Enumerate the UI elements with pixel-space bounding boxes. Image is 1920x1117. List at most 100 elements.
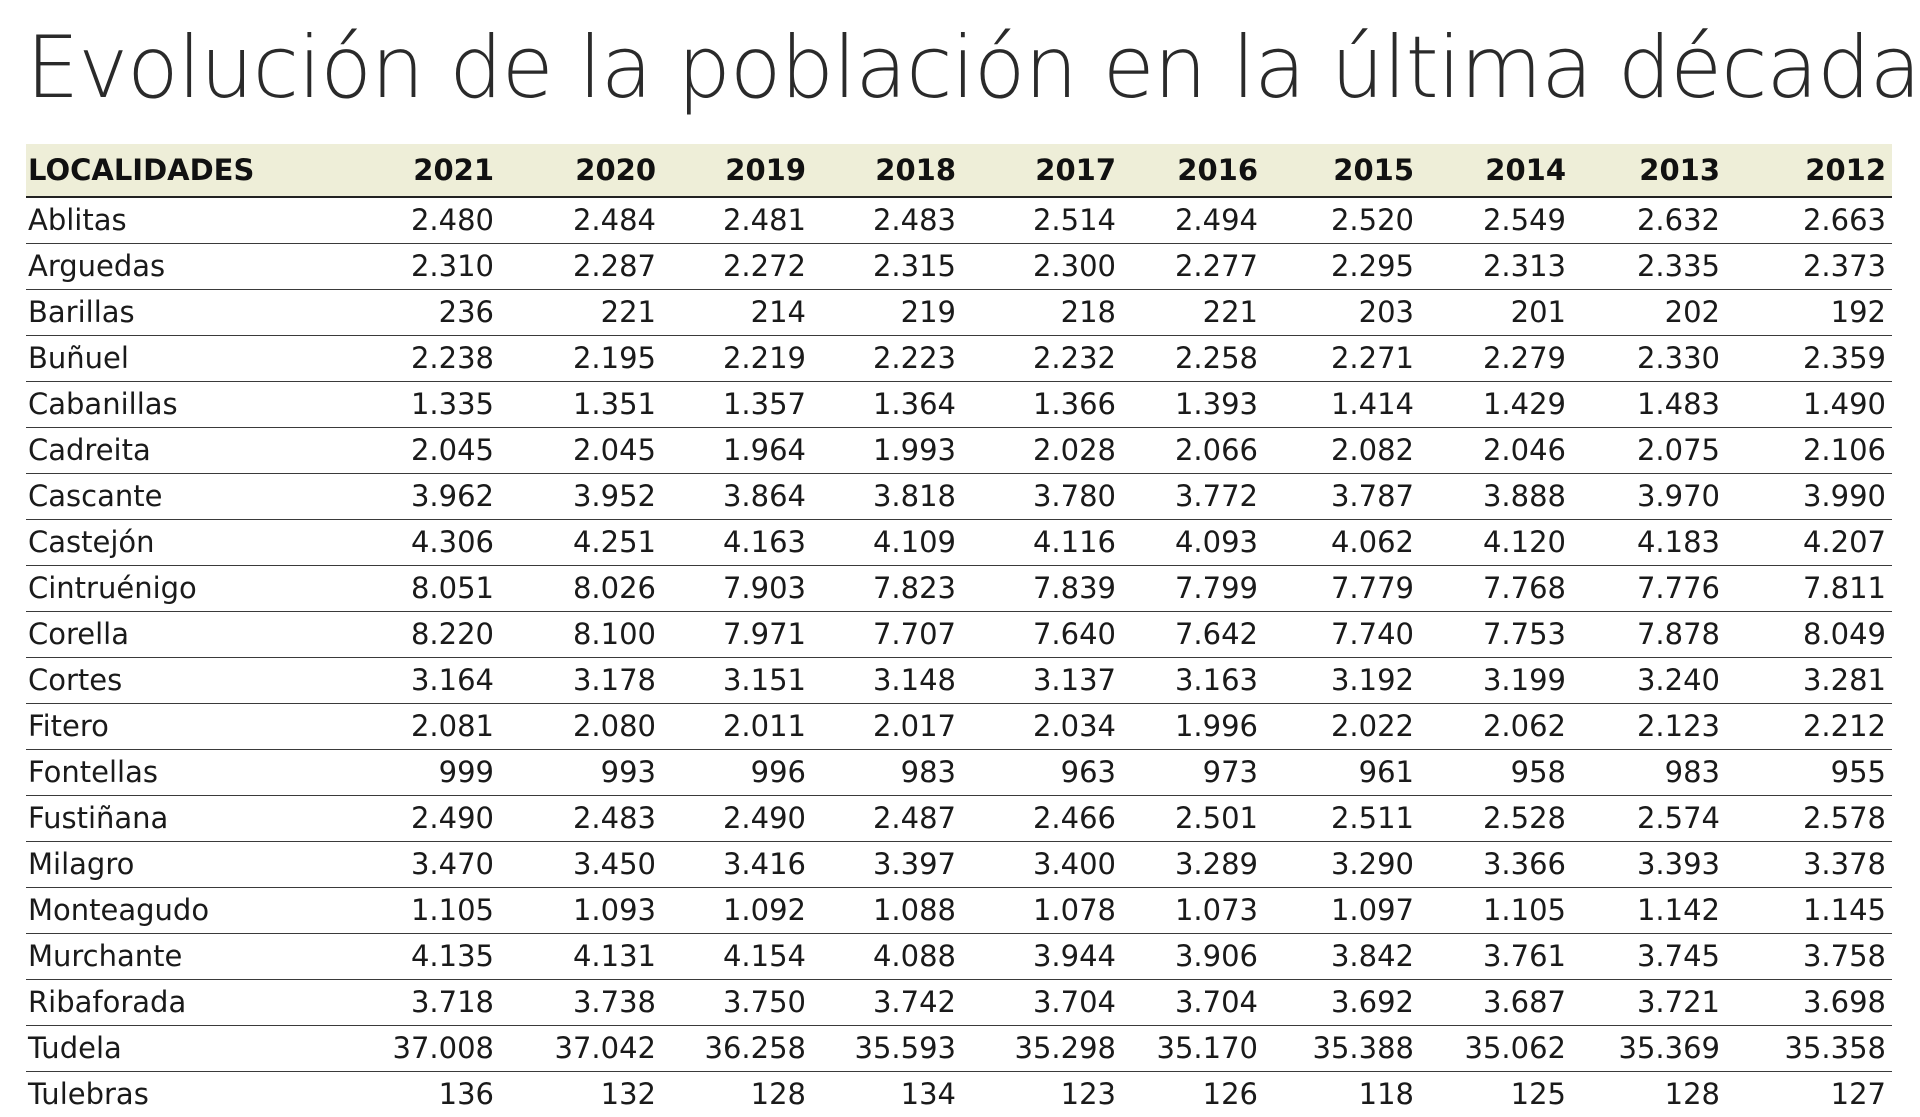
- population-value-cell: 7.776: [1572, 566, 1726, 612]
- population-value-cell: 4.109: [812, 520, 962, 566]
- population-value-cell: 958: [1420, 750, 1572, 796]
- population-value-cell: 3.745: [1572, 934, 1726, 980]
- population-value-cell: 4.207: [1726, 520, 1892, 566]
- column-header-year: 2019: [662, 144, 812, 197]
- population-value-cell: 4.088: [812, 934, 962, 980]
- population-value-cell: 1.088: [812, 888, 962, 934]
- population-value-cell: 2.373: [1726, 244, 1892, 290]
- population-value-cell: 7.779: [1264, 566, 1420, 612]
- population-value-cell: 4.163: [662, 520, 812, 566]
- population-value-cell: 4.251: [500, 520, 662, 566]
- population-value-cell: 2.663: [1726, 197, 1892, 244]
- population-value-cell: 999: [326, 750, 500, 796]
- population-value-cell: 993: [500, 750, 662, 796]
- population-value-cell: 3.289: [1122, 842, 1264, 888]
- population-value-cell: 2.046: [1420, 428, 1572, 474]
- locality-name-cell: Cintruénigo: [26, 566, 326, 612]
- population-value-cell: 2.080: [500, 704, 662, 750]
- population-value-cell: 2.279: [1420, 336, 1572, 382]
- population-value-cell: 1.335: [326, 382, 500, 428]
- population-value-cell: 1.429: [1420, 382, 1572, 428]
- population-value-cell: 3.199: [1420, 658, 1572, 704]
- locality-name-cell: Castejón: [26, 520, 326, 566]
- population-value-cell: 2.480: [326, 197, 500, 244]
- population-value-cell: 3.718: [326, 980, 500, 1026]
- population-value-cell: 8.051: [326, 566, 500, 612]
- population-value-cell: 3.416: [662, 842, 812, 888]
- population-value-cell: 203: [1264, 290, 1420, 336]
- population-value-cell: 4.093: [1122, 520, 1264, 566]
- population-value-cell: 132: [500, 1072, 662, 1117]
- population-value-cell: 3.148: [812, 658, 962, 704]
- population-value-cell: 3.192: [1264, 658, 1420, 704]
- population-value-cell: 1.414: [1264, 382, 1420, 428]
- population-value-cell: 2.212: [1726, 704, 1892, 750]
- population-value-cell: 2.075: [1572, 428, 1726, 474]
- population-value-cell: 996: [662, 750, 812, 796]
- population-value-cell: 3.698: [1726, 980, 1892, 1026]
- population-value-cell: 3.366: [1420, 842, 1572, 888]
- population-value-cell: 2.481: [662, 197, 812, 244]
- population-value-cell: 1.351: [500, 382, 662, 428]
- population-value-cell: 2.490: [662, 796, 812, 842]
- population-value-cell: 2.494: [1122, 197, 1264, 244]
- population-value-cell: 3.397: [812, 842, 962, 888]
- population-value-cell: 3.378: [1726, 842, 1892, 888]
- page-title: Evolución de la población en la última d…: [26, 18, 1920, 118]
- locality-name-cell: Tulebras: [26, 1072, 326, 1117]
- population-value-cell: 1.142: [1572, 888, 1726, 934]
- table-header-row: LOCALIDADES 2021 2020 2019 2018 2017 201…: [26, 144, 1892, 197]
- population-value-cell: 3.906: [1122, 934, 1264, 980]
- locality-name-cell: Corella: [26, 612, 326, 658]
- locality-name-cell: Fustiñana: [26, 796, 326, 842]
- population-value-cell: 3.818: [812, 474, 962, 520]
- population-value-cell: 983: [1572, 750, 1726, 796]
- locality-name-cell: Cortes: [26, 658, 326, 704]
- locality-name-cell: Buñuel: [26, 336, 326, 382]
- locality-name-cell: Milagro: [26, 842, 326, 888]
- population-value-cell: 2.490: [326, 796, 500, 842]
- population-value-cell: 2.258: [1122, 336, 1264, 382]
- population-value-cell: 1.092: [662, 888, 812, 934]
- population-value-cell: 3.888: [1420, 474, 1572, 520]
- locality-name-cell: Fontellas: [26, 750, 326, 796]
- population-value-cell: 3.761: [1420, 934, 1572, 980]
- population-value-cell: 2.549: [1420, 197, 1572, 244]
- population-value-cell: 35.170: [1122, 1026, 1264, 1072]
- population-value-cell: 2.271: [1264, 336, 1420, 382]
- population-value-cell: 123: [962, 1072, 1122, 1117]
- population-value-cell: 1.996: [1122, 704, 1264, 750]
- population-value-cell: 1.105: [326, 888, 500, 934]
- population-value-cell: 983: [812, 750, 962, 796]
- population-value-cell: 1.357: [662, 382, 812, 428]
- column-header-year: 2016: [1122, 144, 1264, 197]
- population-value-cell: 128: [662, 1072, 812, 1117]
- population-value-cell: 202: [1572, 290, 1726, 336]
- population-value-cell: 118: [1264, 1072, 1420, 1117]
- population-value-cell: 35.593: [812, 1026, 962, 1072]
- population-value-cell: 1.097: [1264, 888, 1420, 934]
- population-value-cell: 35.298: [962, 1026, 1122, 1072]
- column-header-year: 2021: [326, 144, 500, 197]
- population-value-cell: 3.164: [326, 658, 500, 704]
- population-value-cell: 2.195: [500, 336, 662, 382]
- population-value-cell: 7.903: [662, 566, 812, 612]
- population-value-cell: 4.120: [1420, 520, 1572, 566]
- locality-name-cell: Ribaforada: [26, 980, 326, 1026]
- population-value-cell: 35.358: [1726, 1026, 1892, 1072]
- population-value-cell: 7.971: [662, 612, 812, 658]
- population-value-cell: 7.799: [1122, 566, 1264, 612]
- population-value-cell: 1.993: [812, 428, 962, 474]
- population-value-cell: 2.022: [1264, 704, 1420, 750]
- population-value-cell: 3.721: [1572, 980, 1726, 1026]
